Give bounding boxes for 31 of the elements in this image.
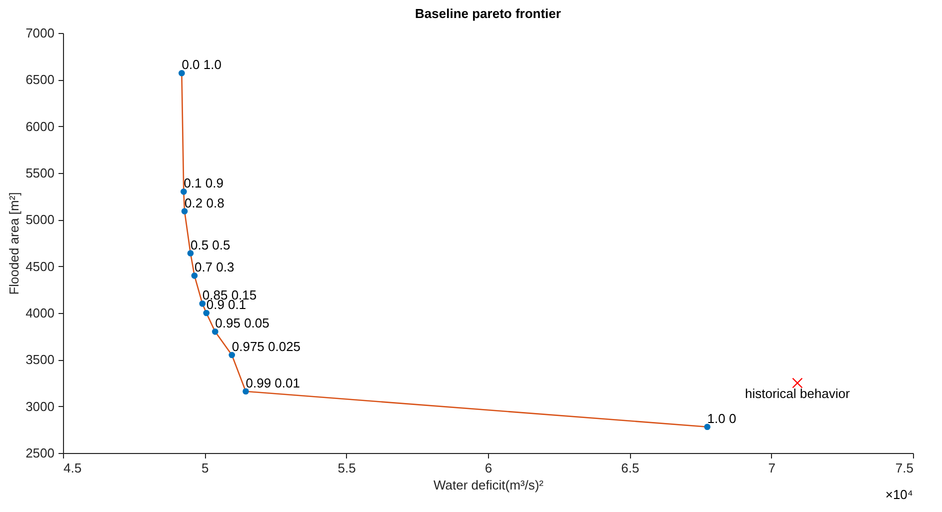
annotation: 0.975 0.025 xyxy=(232,339,301,354)
x-tick-label: 5.5 xyxy=(338,460,356,476)
annotation: 0.99 0.01 xyxy=(246,375,300,390)
y-tick-label: 5000 xyxy=(26,212,54,228)
x-tick-label: 6.5 xyxy=(621,460,640,476)
x-tick-label: 6 xyxy=(484,460,492,476)
x-tick-label: 7 xyxy=(768,460,776,476)
y-tick-label: 4500 xyxy=(26,258,54,274)
x-axis-title: Water deficit(m³/s)² xyxy=(433,478,544,492)
y-tick-label: 3000 xyxy=(26,398,54,414)
x-tick-label: 4.5 xyxy=(64,460,82,476)
annotation: 0.1 0.9 xyxy=(184,176,224,191)
chart-title: Baseline pareto frontier xyxy=(415,6,561,21)
y-axis-title: Flooded area [m²] xyxy=(6,192,22,295)
annotation: 0.5 0.5 xyxy=(190,237,230,252)
text: ×10⁴ xyxy=(885,487,913,502)
y-tick-label: 5500 xyxy=(26,166,54,180)
y-tick-label: 4000 xyxy=(26,306,54,320)
annotation: historical behavior xyxy=(745,386,850,401)
y-tick-label: 6500 xyxy=(26,72,54,88)
y-tick-label: 3500 xyxy=(26,352,54,368)
annotation: 0.2 0.8 xyxy=(184,195,224,210)
annotation: 0.0 1.0 xyxy=(182,57,222,72)
annotation: 0.95 0.05 xyxy=(215,316,270,331)
x-tick-label: 5 xyxy=(202,460,209,476)
x-tick-label: 7.5 xyxy=(895,460,914,476)
annotation: 1.0 0 xyxy=(707,410,736,426)
y-tick-label: 2500 xyxy=(26,446,54,460)
y-tick-label: 6000 xyxy=(26,118,54,134)
y-tick-label: 7000 xyxy=(26,26,54,40)
annotation: 0.7 0.3 xyxy=(194,260,234,275)
